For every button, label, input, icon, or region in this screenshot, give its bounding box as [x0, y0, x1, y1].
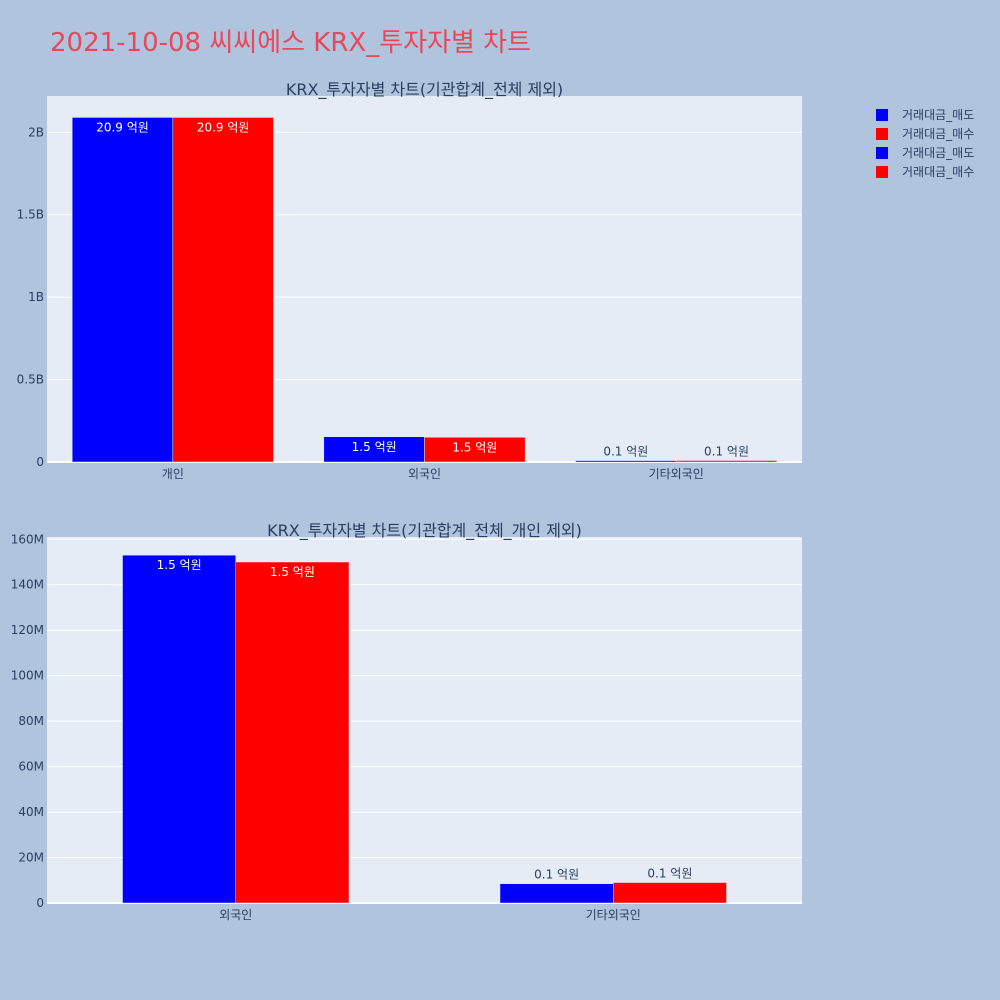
- legend-label: 거래대금_매수: [902, 127, 974, 141]
- data-label: 0.1 억원: [603, 445, 648, 459]
- legend-swatch: [876, 109, 888, 121]
- y-tick-label: 0.5B: [17, 373, 44, 387]
- y-tick-label: 20M: [18, 851, 44, 865]
- subplot-title: KRX_투자자별 차트(기관합계_전체 제외): [286, 80, 563, 100]
- legend-swatch: [876, 166, 888, 178]
- subplot-title: KRX_투자자별 차트(기관합계_전체_개인 제외): [267, 521, 582, 541]
- data-label: 20.9 억원: [197, 120, 250, 134]
- y-tick-label: 2B: [28, 125, 44, 139]
- y-tick-label: 40M: [18, 805, 44, 819]
- y-tick-label: 1B: [28, 290, 44, 304]
- x-tick-label: 외국인: [408, 467, 441, 481]
- bar: [675, 460, 778, 463]
- data-label: 0.1 억원: [534, 868, 579, 882]
- data-label: 1.5 억원: [157, 558, 202, 572]
- data-label: 20.9 억원: [96, 120, 149, 134]
- legend-swatch: [876, 128, 888, 140]
- bar: [575, 460, 677, 463]
- y-tick-label: 0: [36, 896, 44, 910]
- bar: [122, 554, 236, 904]
- legend-label: 거래대금_매수: [902, 165, 974, 179]
- bar: [424, 437, 526, 463]
- bar: [235, 561, 350, 904]
- y-tick-label: 80M: [18, 714, 44, 728]
- x-tick-label: 개인: [162, 467, 184, 481]
- legend-label: 거래대금_매도: [902, 146, 974, 160]
- y-tick-label: 160M: [11, 532, 44, 546]
- page-title: 2021-10-08 씨씨에스 KRX_투자자별 차트: [50, 28, 532, 58]
- y-tick-label: 140M: [11, 578, 44, 592]
- y-tick-label: 1.5B: [17, 208, 44, 222]
- x-tick-label: 기타외국인: [649, 467, 704, 481]
- legend-label: 거래대금_매도: [902, 108, 974, 122]
- y-tick-label: 100M: [11, 669, 44, 683]
- data-label: 1.5 억원: [270, 565, 315, 579]
- x-tick-label: 외국인: [219, 908, 252, 922]
- bar: [499, 883, 614, 904]
- y-tick-label: 0: [36, 455, 44, 469]
- data-label: 1.5 억원: [452, 440, 497, 454]
- bar: [323, 436, 425, 463]
- legend-swatch: [876, 147, 888, 159]
- data-label: 1.5 억원: [352, 440, 397, 454]
- x-tick-label: 기타외국인: [586, 908, 641, 922]
- data-label: 0.1 억원: [647, 867, 692, 881]
- bar: [172, 117, 274, 463]
- bar: [613, 882, 727, 904]
- y-tick-label: 60M: [18, 760, 44, 774]
- data-label: 0.1 억원: [704, 445, 749, 459]
- y-tick-label: 120M: [11, 623, 44, 637]
- bar: [71, 117, 174, 463]
